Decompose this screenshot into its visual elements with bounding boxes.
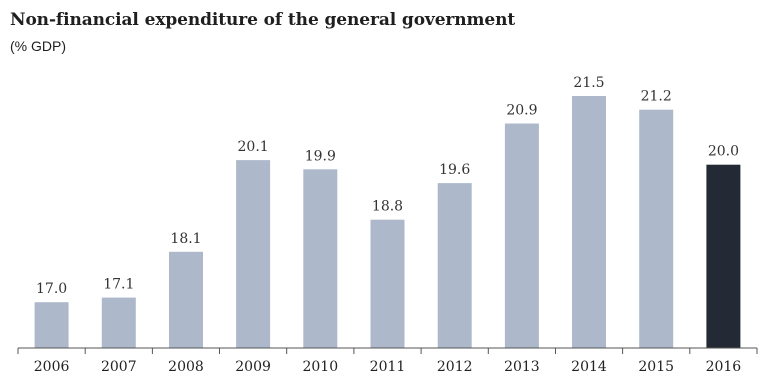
value-label-2010: 19.9 bbox=[305, 148, 336, 164]
bar-2015 bbox=[639, 109, 674, 348]
x-tick-label-2010: 2010 bbox=[302, 359, 338, 375]
value-label-2013: 20.9 bbox=[506, 103, 537, 119]
value-label-2008: 18.1 bbox=[170, 231, 201, 247]
bar-2009 bbox=[236, 160, 271, 348]
bar-2016 bbox=[706, 164, 741, 348]
bar-2008 bbox=[169, 251, 203, 348]
value-label-2011: 18.8 bbox=[372, 199, 403, 215]
x-tick-label-2006: 2006 bbox=[34, 359, 70, 375]
chart-title: Non-financial expenditure of the general… bbox=[10, 10, 516, 30]
x-axis-labels-group: 2006 2007 2008 2009 2010 2011 2012 2013 2014 2015… bbox=[34, 359, 742, 375]
value-label-2009: 20.1 bbox=[238, 139, 269, 155]
value-label-2016: 20.0 bbox=[708, 144, 739, 160]
x-tick-label-2011: 2011 bbox=[370, 359, 406, 375]
bars-group bbox=[34, 96, 741, 348]
bar-2014 bbox=[572, 96, 606, 348]
bar-2006 bbox=[34, 302, 69, 348]
x-tick-label-2015: 2015 bbox=[638, 359, 674, 375]
value-label-2012: 19.6 bbox=[439, 162, 470, 178]
x-axis-ticks-group bbox=[17, 348, 758, 354]
chart-subtitle: (% GDP) bbox=[10, 38, 66, 54]
bar-2010 bbox=[303, 169, 338, 348]
x-tick-label-2013: 2013 bbox=[504, 359, 540, 375]
x-tick-label-2016: 2016 bbox=[706, 359, 742, 375]
bar-2011 bbox=[370, 219, 405, 348]
value-label-2015: 21.2 bbox=[641, 89, 672, 105]
bar-2012 bbox=[437, 183, 472, 348]
x-tick-label-2014: 2014 bbox=[571, 359, 607, 375]
bar-2013 bbox=[504, 123, 539, 348]
bar-2007 bbox=[101, 297, 136, 348]
value-labels-group: 17.0 17.1 18.1 20.1 19.9 18.8 19.6 20.9 21.5 21.2… bbox=[36, 75, 739, 297]
value-label-2007: 17.1 bbox=[103, 277, 134, 293]
x-tick-label-2007: 2007 bbox=[101, 359, 137, 375]
x-tick-label-2009: 2009 bbox=[235, 359, 271, 375]
value-label-2006: 17.0 bbox=[36, 281, 67, 297]
x-tick-label-2012: 2012 bbox=[437, 359, 473, 375]
value-label-2014: 21.5 bbox=[573, 75, 604, 91]
x-tick-label-2008: 2008 bbox=[168, 359, 204, 375]
